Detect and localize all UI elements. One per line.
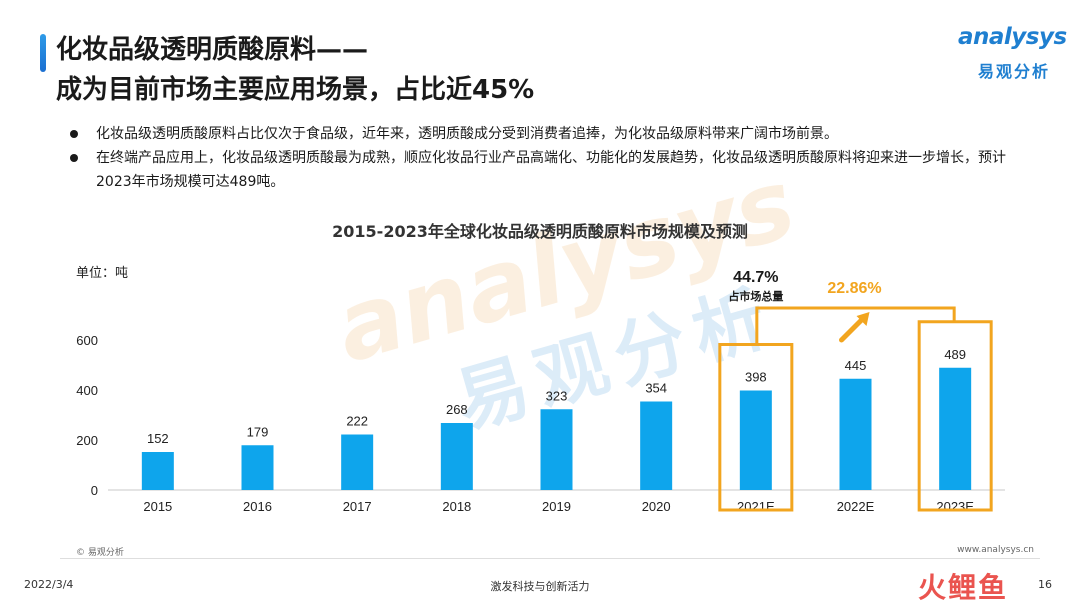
title-accent-bar (40, 34, 46, 72)
title-line-2: 成为目前市场主要应用场景，占比近45% (56, 75, 535, 105)
data-label: 323 (546, 388, 568, 403)
data-label: 489 (944, 347, 966, 362)
data-label: 445 (845, 358, 867, 373)
analysys-logo: analysys 易观分析 (958, 24, 1067, 81)
brand-watermark-logo: 火鲤鱼 (918, 571, 1009, 604)
website-text: www.analysys.cn (957, 545, 1034, 555)
x-tick-label: 2016 (243, 499, 272, 514)
y-tick-label: 400 (76, 383, 98, 398)
logo-text-en: analysys (958, 24, 1067, 50)
x-tick-label: 2023E (936, 499, 974, 514)
title-line-1: 化妆品级透明质酸原料—— (56, 35, 369, 65)
x-tick-label: 2022E (837, 499, 875, 514)
bar-2019 (540, 409, 573, 490)
bar-2015 (141, 452, 174, 490)
bar-2018 (440, 423, 473, 490)
x-tick-label: 2021E (737, 499, 775, 514)
trend-arrowhead-icon (856, 312, 870, 326)
bullet-item: 化妆品级透明质酸原料占比仅次于食品级，近年来，透明质酸成分受到消费者追捧，为化妆… (68, 122, 1028, 146)
page-title: 化妆品级透明质酸原料—— 成为目前市场主要应用场景，占比近45% (56, 30, 534, 110)
bar-2020 (640, 401, 673, 490)
data-label: 152 (147, 431, 169, 446)
y-tick-label: 200 (76, 433, 98, 448)
y-tick-label: 600 (76, 333, 98, 348)
bar-2023E (939, 367, 972, 490)
logo-text-cn: 易观分析 (978, 62, 1051, 81)
cagr-bracket (755, 306, 956, 345)
bar-2022E (839, 378, 872, 490)
x-tick-label: 2015 (143, 499, 172, 514)
data-label: 268 (446, 402, 468, 417)
date-text: 2022/3/4 (24, 578, 74, 591)
bullet-text: 化妆品级透明质酸原料占比仅次于食品级，近年来，透明质酸成分受到消费者追捧，为化妆… (96, 126, 838, 142)
x-tick-label: 2018 (442, 499, 471, 514)
bullet-text: 在终端产品应用上，化妆品级透明质酸最为成熟，顺应化妆品行业产品高端化、功能化的发… (96, 150, 1006, 190)
unit-label: 单位：吨 (76, 266, 129, 281)
data-label: 222 (346, 414, 368, 429)
slogan-text: 激发科技与创新活力 (490, 580, 590, 593)
bullet-list: 化妆品级透明质酸原料占比仅次于食品级，近年来，透明质酸成分受到消费者追捧，为化妆… (68, 122, 1028, 194)
bullet-item: 在终端产品应用上，化妆品级透明质酸最为成熟，顺应化妆品行业产品高端化、功能化的发… (68, 146, 1028, 194)
share-value: 44.7% (733, 269, 778, 286)
cagr-value: 22.86% (827, 280, 881, 297)
trend-arrow-icon (839, 317, 864, 343)
bullet-dot-icon (70, 154, 78, 162)
bullet-dot-icon (70, 130, 78, 138)
data-label: 179 (247, 424, 269, 439)
page-number: 16 (1038, 578, 1052, 591)
y-tick-label: 0 (91, 483, 98, 498)
copyright-text: © 易观分析 (76, 548, 124, 558)
x-tick-label: 2020 (642, 499, 671, 514)
share-label: 占市场总量 (728, 289, 783, 303)
chart-title: 2015-2023年全球化妆品级透明质酸原料市场规模及预测 (332, 222, 748, 241)
data-label: 354 (645, 381, 667, 396)
x-tick-label: 2019 (542, 499, 571, 514)
footer-divider (60, 558, 1040, 559)
bar-2017 (341, 434, 374, 490)
bar-2021E (739, 390, 772, 490)
bar-2016 (241, 445, 274, 490)
data-label: 398 (745, 370, 767, 385)
x-tick-label: 2017 (343, 499, 372, 514)
